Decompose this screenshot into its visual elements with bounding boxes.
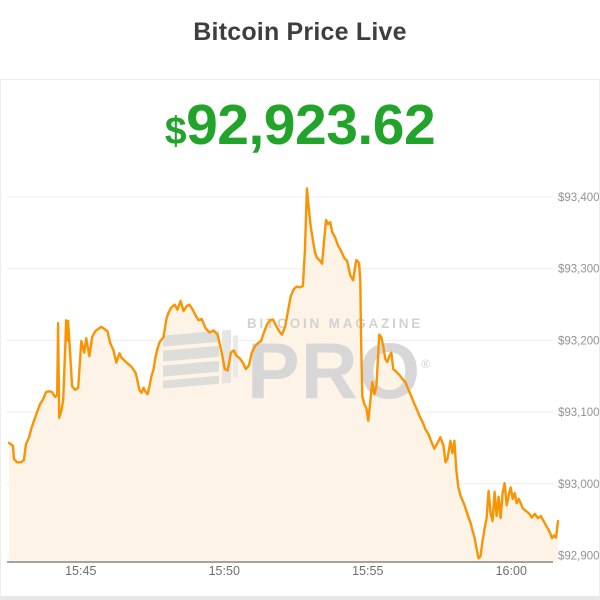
- watermark-brand-text: BITCOIN MAGAZINE: [247, 316, 424, 331]
- current-price: $92,923.62: [1, 92, 599, 158]
- bitcoin-magazine-logo-icon: [163, 329, 238, 389]
- price-value: 92,923.62: [186, 93, 436, 157]
- price-area-fill: [9, 188, 558, 562]
- y-axis-tick-label: $93,300: [558, 264, 599, 276]
- chart-card: $92,923.62 BITCOIN MAGAZINE PRO® $93,400…: [0, 79, 600, 600]
- currency-symbol: $: [164, 110, 187, 153]
- watermark-pro-text: PRO®: [247, 326, 431, 415]
- y-axis-tick-label: $93,100: [558, 407, 599, 419]
- x-axis-tick-label: 15:55: [352, 564, 383, 578]
- chart-fill-layer: [7, 188, 558, 562]
- page-title: Bitcoin Price Live: [193, 18, 407, 46]
- y-axis-tick-label: $92,900: [558, 551, 599, 563]
- x-axis-tick-label: 16:00: [496, 564, 527, 578]
- y-axis-tick-label: $93,000: [558, 479, 599, 491]
- y-axis-tick-label: $93,400: [558, 192, 599, 204]
- x-axis-tick-label: 15:45: [65, 564, 96, 578]
- x-axis-tick-label: 15:50: [209, 564, 240, 578]
- watermark: BITCOIN MAGAZINE PRO®: [159, 316, 431, 415]
- registered-mark: ®: [421, 357, 431, 371]
- price-chart[interactable]: $93,400 $93,300 $93,200 $93,100 $93,000 $92,9…: [1, 171, 599, 583]
- y-axis-tick-label: $93,200: [558, 335, 599, 347]
- price-line: [7, 187, 560, 560]
